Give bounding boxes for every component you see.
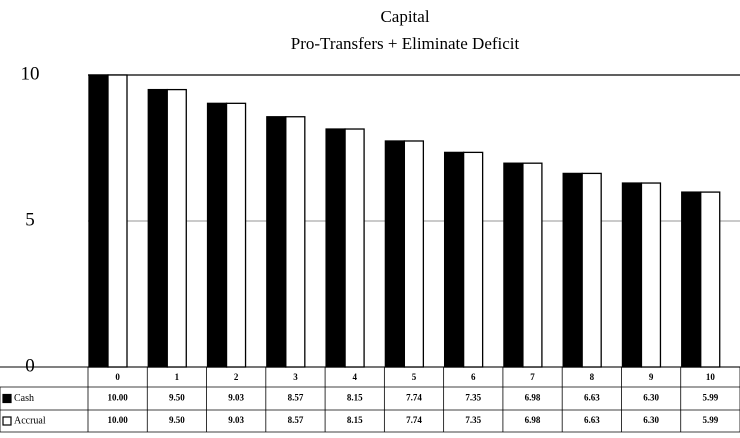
legend-swatch: [2, 416, 12, 426]
data-label: 6.30: [643, 393, 659, 403]
bar: [700, 191, 721, 368]
x-tick-label: 3: [293, 372, 298, 382]
data-label: 7.35: [465, 393, 481, 403]
data-label: 8.57: [288, 393, 304, 403]
data-label: 5.99: [702, 415, 718, 425]
data-label: 6.63: [584, 393, 600, 403]
bar: [522, 162, 543, 368]
x-tick-label: 10: [706, 372, 716, 382]
x-tick-label: 6: [471, 372, 476, 382]
bar: [325, 128, 346, 368]
data-label: 8.57: [288, 415, 304, 425]
data-label: 10.00: [108, 415, 129, 425]
data-label: 7.74: [406, 393, 422, 403]
bar: [266, 116, 287, 368]
data-label: 6.30: [643, 415, 659, 425]
y-tick-label: 0: [25, 355, 35, 376]
bar: [147, 88, 168, 368]
bar: [206, 102, 228, 368]
x-tick-label: 0: [115, 372, 120, 382]
y-tick-label: 10: [21, 63, 40, 84]
data-label: 8.15: [347, 393, 363, 403]
y-tick-label: 5: [25, 209, 35, 230]
chart-subtitle: Pro-Transfers + Eliminate Deficit: [291, 34, 520, 53]
bar: [225, 102, 247, 368]
x-tick-label: 9: [649, 372, 654, 382]
data-label: 7.74: [406, 415, 422, 425]
bar: [581, 172, 602, 368]
data-label: 9.50: [169, 393, 185, 403]
data-label: 9.03: [228, 415, 244, 425]
x-tick-label: 2: [234, 372, 239, 382]
bar: [166, 88, 187, 368]
x-tick-label: 8: [590, 372, 595, 382]
data-label: 7.35: [465, 415, 481, 425]
data-label: 5.99: [702, 393, 718, 403]
bar: [621, 182, 643, 368]
x-tick-label: 1: [175, 372, 180, 382]
bar: [503, 162, 524, 368]
legend-swatch: [2, 393, 12, 404]
bar: [88, 74, 109, 368]
bar: [344, 128, 365, 368]
x-tick-label: 7: [530, 372, 535, 382]
legend-label: Cash: [14, 393, 34, 404]
data-label: 6.98: [525, 393, 541, 403]
bar: [285, 116, 306, 368]
data-label: 8.15: [347, 415, 363, 425]
bar: [443, 151, 465, 368]
data-label: 9.03: [228, 393, 244, 403]
bar: [403, 140, 425, 368]
legend-label: Accrual: [14, 415, 46, 426]
x-tick-label: 5: [412, 372, 417, 382]
data-label: 6.63: [584, 415, 600, 425]
bar: [562, 172, 583, 368]
bar: [681, 191, 702, 368]
bar: [384, 140, 406, 368]
chart-title: Capital: [380, 7, 429, 26]
bar: [640, 182, 662, 368]
data-label: 10.00: [108, 393, 129, 403]
x-tick-label: 4: [352, 372, 357, 382]
bar: [107, 74, 128, 368]
data-label: 9.50: [169, 415, 185, 425]
data-label: 6.98: [525, 415, 541, 425]
bar: [462, 151, 484, 368]
